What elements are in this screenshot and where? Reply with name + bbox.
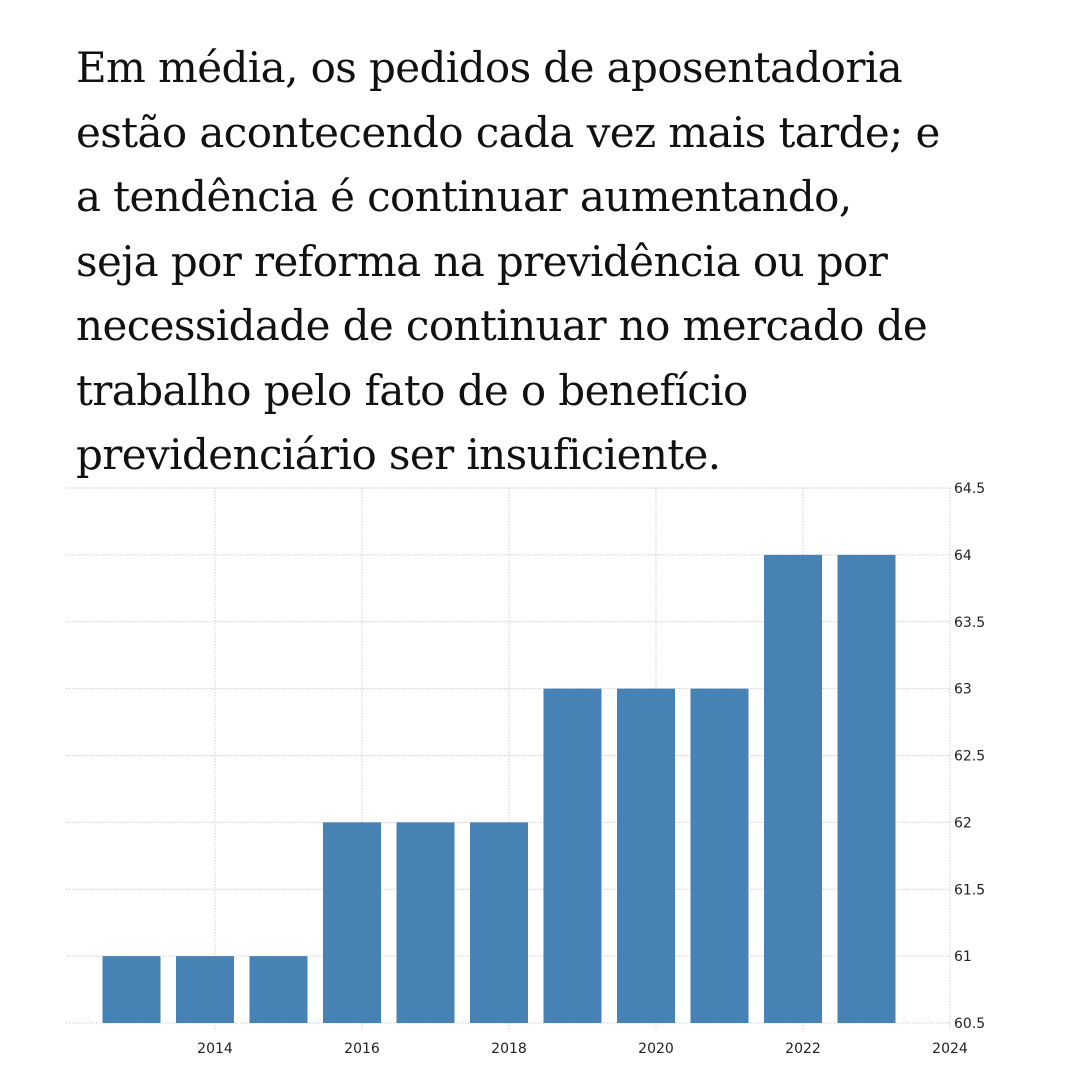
bar-2013 (102, 956, 161, 1023)
x-tick-label: 2014 (197, 1041, 233, 1057)
y-tick-label: 62.5 (954, 749, 985, 765)
bars (102, 554, 896, 1023)
y-tick-label: 61.5 (954, 882, 985, 898)
bar-2015 (249, 956, 308, 1023)
y-axis: 64.5 64 63.5 63 62.5 62 61.5 61 60.5 (954, 481, 985, 1032)
x-tick-label: 2022 (785, 1041, 821, 1057)
headline-line-5: necessidade de continuar no mercado de (76, 301, 928, 350)
y-tick-label: 62 (954, 815, 972, 831)
headline-line-2: estão acontecendo cada vez mais tarde; e (76, 107, 940, 157)
bar-2020 (617, 688, 675, 1023)
headline-line-1: Em média, os pedidos de aposentadoria (76, 43, 903, 92)
bar-2019 (543, 688, 602, 1023)
bar-2018 (470, 822, 528, 1023)
bar-2022 (764, 554, 822, 1023)
x-tick-label: 2016 (344, 1041, 380, 1057)
bar-2023 (837, 554, 896, 1023)
headline-line-6: trabalho pelo fato de o benefício (76, 365, 748, 415)
headline-line-7: previdenciário ser insuficiente. (76, 430, 721, 479)
x-axis: 2014 2016 2018 2020 2022 2024 (197, 1041, 968, 1057)
y-tick-label: 64.5 (954, 481, 985, 497)
y-tick-label: 63 (954, 682, 972, 698)
bar-2017 (396, 822, 455, 1023)
headline-line-3: a tendência é continuar aumentando, (76, 172, 852, 221)
headline-text: Em média, os pedidos de aposentadoria es… (76, 36, 1066, 488)
headline-line-4: seja por reforma na previdência ou por (76, 236, 888, 286)
y-tick-label: 63.5 (954, 615, 985, 631)
bar-2021 (690, 688, 749, 1023)
bar-2016 (323, 822, 381, 1023)
y-tick-label: 60.5 (954, 1016, 985, 1032)
x-tick-label: 2020 (638, 1041, 674, 1057)
y-tick-label: 61 (954, 949, 972, 965)
x-tick-label: 2024 (932, 1041, 968, 1057)
bar-2014 (176, 956, 234, 1023)
y-tick-label: 64 (954, 548, 972, 564)
x-tick-label: 2018 (491, 1041, 527, 1057)
